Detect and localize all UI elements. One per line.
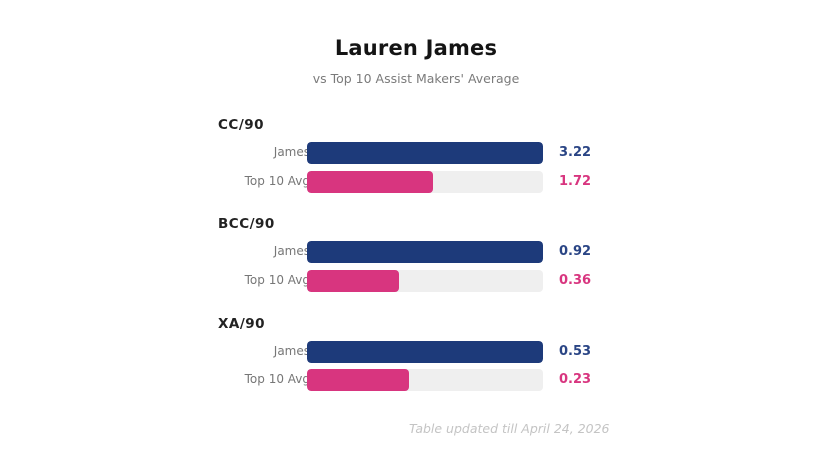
row-label: Top 10 Avg [244,372,310,386]
bar-track [307,369,543,391]
bar-value: 3.22 [559,145,592,160]
update-footnote: Table updated till April 24, 2026 [409,421,610,436]
row-label: Top 10 Avg [244,273,310,287]
bar-value: 0.53 [559,344,592,359]
bar-fill-player [307,142,543,164]
bar-row-player: James 0.53 [218,341,638,363]
bar-track [307,341,543,363]
bar-fill-player [307,241,543,263]
bar-track [307,142,543,164]
bar-fill-player [307,341,543,363]
metric-title: CC/90 [218,117,265,133]
bar-value: 0.36 [559,273,592,288]
chart-title: Lauren James [334,36,498,60]
bar-fill-average [307,270,400,292]
bar-row-player: James 0.92 [218,241,638,263]
bar-track [307,270,543,292]
metric-title: BCC/90 [218,216,275,232]
bar-value: 0.23 [559,372,592,387]
bar-fill-average [307,171,434,193]
bar-track [307,171,543,193]
bar-fill-average [307,369,410,391]
bar-row-average: Top 10 Avg 0.23 [218,369,638,391]
bar-row-average: Top 10 Avg 1.72 [218,171,638,193]
chart-subtitle: vs Top 10 Assist Makers' Average [312,71,520,86]
bar-row-player: James 3.22 [218,142,638,164]
bar-row-average: Top 10 Avg 0.36 [218,270,638,292]
row-label: James [273,244,310,258]
bar-track [307,241,543,263]
row-label: Top 10 Avg [244,174,310,188]
metric-title: XA/90 [218,316,266,332]
bar-value: 0.92 [559,244,592,259]
row-label: James [273,344,310,358]
bar-value: 1.72 [559,174,592,189]
row-label: James [273,145,310,159]
